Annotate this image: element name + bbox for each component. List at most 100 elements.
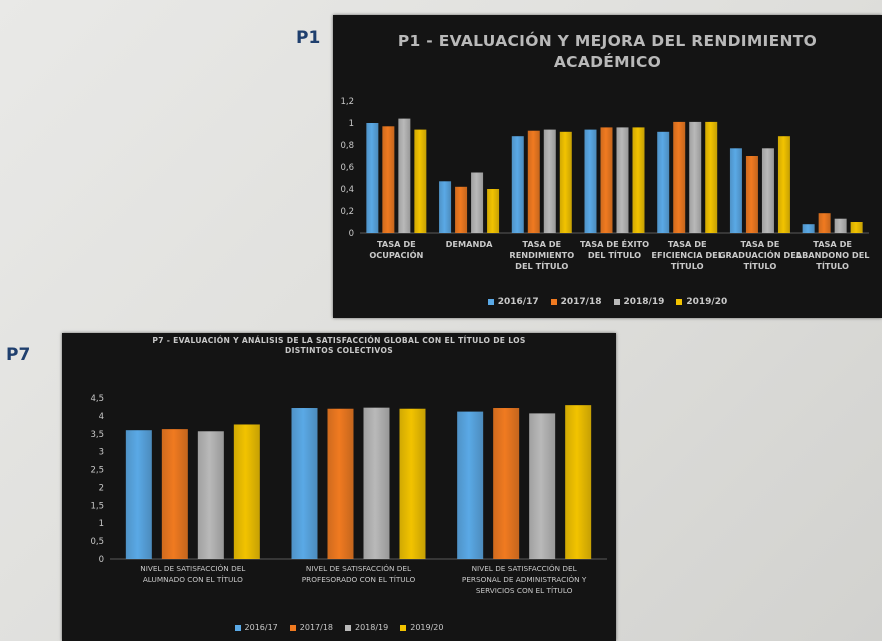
bar-2019-20-6 — [777, 136, 790, 233]
bar-2018-19-1 — [197, 431, 224, 559]
bar-2016-17-6 — [729, 148, 742, 233]
bar-2018-19-3 — [529, 413, 556, 559]
bar-2019-20-3 — [559, 131, 572, 233]
y-tick-label: 1 — [349, 119, 354, 129]
legend-item: 2016/17 — [234, 623, 278, 632]
bar-2018-19-5 — [689, 121, 702, 233]
x-category-label: NIVEL DE SATISFACCIÓN DEL PERSONAL DE ADM… — [462, 564, 587, 595]
bar-2016-17-7 — [802, 224, 815, 233]
x-category-label: NIVEL DE SATISFACCIÓN DEL PROFESORADO CON… — [302, 564, 416, 584]
bar-2017-18-5 — [673, 121, 686, 233]
x-category-label: DEMANDA — [446, 239, 494, 249]
bar-2016-17-3 — [457, 411, 484, 559]
chart-p7-plot: 0 0,5 1 1,5 2 2,5 3 3,5 4 4,5 NIVEL DE SATISFACCIÓ… — [90, 394, 607, 595]
y-tick-label: 3,5 — [90, 430, 104, 440]
chart-p7-satisfaccion: P7 - EVALUACIÓN Y ANÁLISIS DE LA SATISFA… — [62, 333, 616, 641]
y-tick-label: 0,6 — [340, 163, 354, 173]
bar-2019-20-3 — [565, 405, 592, 559]
bar-2019-20-1 — [233, 424, 260, 559]
legend-label: 2017/18 — [560, 297, 602, 307]
x-category-label: NIVEL DE SATISFACCIÓN DEL ALUMNADO CON EL… — [140, 564, 246, 584]
legend-swatch — [613, 299, 620, 305]
legend-item: 2019/20 — [400, 623, 443, 632]
bar-2019-20-1 — [414, 129, 427, 233]
y-tick-label: 1,2 — [340, 97, 354, 107]
y-tick-label: 2,5 — [90, 466, 104, 476]
legend-item: 2019/20 — [676, 297, 727, 307]
bar-2017-18-2 — [327, 408, 354, 559]
bar-2016-17-2 — [291, 408, 318, 559]
bar-2018-19-2 — [471, 172, 484, 233]
legend-swatch — [487, 299, 494, 305]
y-tick-label: 1 — [99, 519, 104, 529]
bar-2016-17-1 — [366, 123, 379, 233]
bar-2018-19-7 — [834, 218, 847, 233]
bar-2019-20-4 — [632, 127, 645, 233]
chart-title: P1 - EVALUACIÓN Y MEJORA DEL RENDIMIENTO… — [397, 32, 818, 71]
bar-2019-20-5 — [705, 121, 718, 233]
bar-2018-19-6 — [761, 148, 774, 233]
chart-title: P7 - EVALUACIÓN Y ANÁLISIS DE LA SATISFA… — [152, 336, 526, 355]
chart-legend: 2016/17 2017/18 2018/19 2019/20 — [62, 623, 616, 632]
bar-2016-17-5 — [657, 131, 670, 233]
chart-p1-rendimiento: P1 - EVALUACIÓN Y MEJORA DEL RENDIMIENTO… — [333, 15, 882, 318]
bar-2016-17-1 — [125, 430, 152, 559]
x-category-label: TASA DE OCUPACIÓN — [369, 239, 423, 260]
section-tag-p1: P1 — [296, 28, 321, 48]
bar-2018-19-2 — [363, 407, 390, 559]
legend-swatch — [550, 299, 557, 305]
bar-2018-19-1 — [398, 118, 411, 233]
bar-2019-20-2 — [399, 408, 426, 559]
section-tag-p7: P7 — [6, 345, 31, 365]
legend-item: 2018/19 — [613, 297, 665, 307]
y-tick-label: 0,8 — [340, 141, 354, 151]
bar-2018-19-3 — [543, 129, 556, 233]
y-tick-label: 0 — [349, 229, 354, 239]
legend-label: 2019/20 — [410, 623, 444, 632]
y-tick-label: 0,4 — [340, 185, 354, 195]
bar-2017-18-1 — [161, 429, 188, 559]
legend-label: 2018/19 — [623, 297, 665, 307]
legend-label: 2016/17 — [497, 297, 539, 307]
legend-item: 2017/18 — [289, 623, 333, 632]
bar-2017-18-2 — [455, 186, 468, 233]
legend-item: 2017/18 — [550, 297, 602, 307]
bar-2016-17-2 — [439, 181, 452, 233]
legend-swatch — [400, 624, 407, 631]
legend-swatch — [234, 624, 241, 631]
y-tick-label: 0 — [99, 555, 104, 565]
legend-label: 2016/17 — [244, 623, 278, 632]
bar-2017-18-3 — [493, 408, 520, 559]
y-tick-label: 4 — [99, 412, 104, 422]
bar-2016-17-3 — [511, 136, 524, 233]
bar-2016-17-4 — [584, 129, 597, 233]
bar-2019-20-7 — [850, 222, 863, 233]
x-category-label: TASA DE EFICIENCIA DEL TÍTULO — [651, 239, 723, 271]
x-category-label: TASA DE RENDIMIENTO DEL TÍTULO — [509, 239, 574, 271]
legend-item: 2016/17 — [487, 297, 539, 307]
bar-2017-18-7 — [818, 213, 831, 233]
bar-2017-18-1 — [382, 126, 395, 233]
y-tick-label: 1,5 — [90, 501, 104, 511]
legend-label: 2019/20 — [686, 297, 728, 307]
x-category-label: TASA DE GRADUACIÓN DEL TÍTULO — [719, 239, 801, 271]
y-tick-label: 2 — [99, 483, 104, 493]
x-category-label: TASA DE ABANDONO DEL TÍTULO — [796, 239, 870, 271]
chart-p1-plot: 0 0,2 0,4 0,6 0,8 1 1,2 TASA DE OCUPACIÓN DEMANDA… — [340, 97, 870, 271]
legend-swatch — [289, 624, 296, 631]
legend-label: 2017/18 — [299, 623, 333, 632]
legend-swatch — [676, 299, 683, 305]
bar-2019-20-2 — [487, 189, 500, 233]
legend-swatch — [345, 624, 351, 631]
bar-2017-18-4 — [600, 127, 613, 233]
bar-2017-18-3 — [527, 130, 540, 233]
legend-label: 2018/19 — [355, 623, 389, 632]
y-tick-label: 3 — [99, 448, 104, 458]
y-tick-label: 0,2 — [340, 207, 354, 217]
chart-legend: 2016/17 2017/18 2018/19 2019/20 — [333, 297, 882, 307]
bar-2018-19-4 — [616, 127, 629, 233]
bar-2017-18-6 — [745, 156, 758, 233]
y-tick-label: 0,5 — [90, 537, 104, 547]
legend-item: 2018/19 — [345, 623, 388, 632]
x-category-label: TASA DE ÉXITO DEL TÍTULO — [580, 238, 649, 260]
